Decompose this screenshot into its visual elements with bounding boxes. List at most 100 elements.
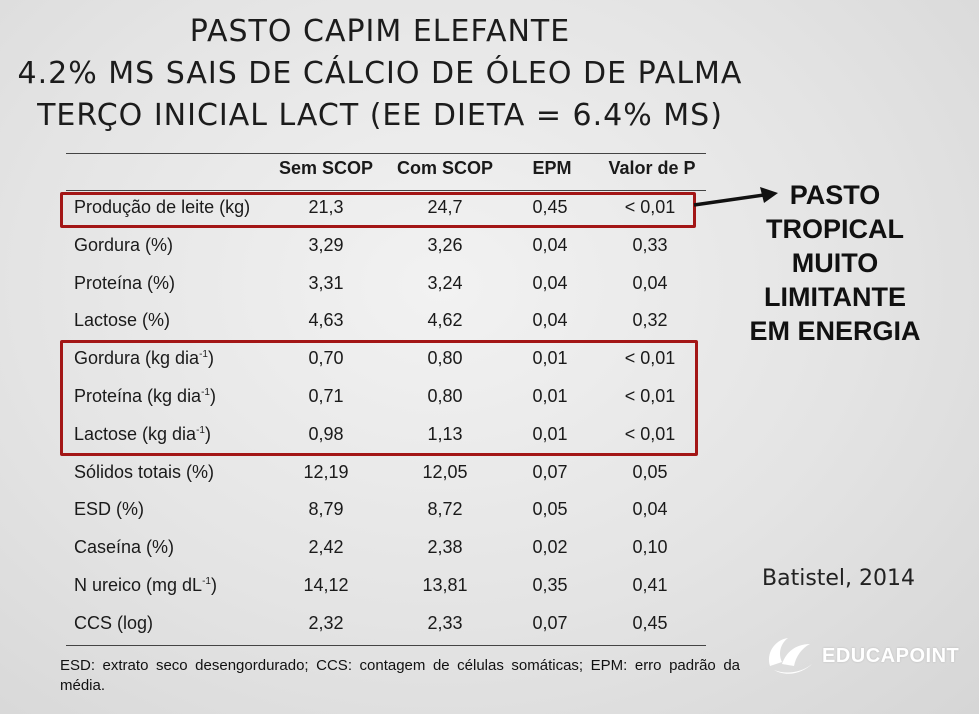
- citation: Batistel, 2014: [762, 566, 916, 591]
- cell-sem-scop: 2,32: [308, 612, 344, 633]
- row-label-superscript: -1: [199, 349, 208, 361]
- row-label: Gordura (kg dia-1): [74, 348, 214, 369]
- cell-sem-scop: 3,29: [308, 234, 344, 255]
- cell-sem-scop: 14,12: [303, 575, 349, 595]
- cell-epm: 0,04: [532, 272, 568, 293]
- cell-epm: 0,35: [532, 575, 568, 595]
- row-label-text: Proteína (%): [74, 272, 176, 293]
- cell-valor-p: 0,04: [632, 272, 668, 293]
- title-line-3: TERÇO INICIAL LACT (EE DIETA = 6.4% MS): [37, 98, 723, 133]
- annotation-line: PASTO: [789, 180, 881, 210]
- cell-valor-p: 0,04: [632, 499, 668, 520]
- row-label-suffix: ): [210, 575, 217, 595]
- cell-epm: 0,07: [532, 461, 568, 482]
- cell-com-scop: 3,26: [427, 234, 463, 255]
- cell-epm: 0,01: [532, 423, 568, 444]
- row-label: Proteína (kg dia-1): [74, 386, 216, 407]
- cell-sem-scop: 8,79: [308, 499, 344, 520]
- row-label-text: ESD (%): [74, 499, 145, 520]
- header-sem-scop: Sem SCOP: [278, 158, 374, 178]
- annotation-line: MUITO: [791, 248, 879, 278]
- cell-com-scop: 3,24: [427, 272, 463, 293]
- cell-valor-p: 0,45: [632, 612, 668, 633]
- footnote: ESD: extrato seco desengordurado; CCS: c…: [60, 657, 740, 694]
- row-label: Sólidos totais (%): [74, 462, 214, 483]
- title-line-1: PASTO CAPIM ELEFANTE: [189, 14, 571, 49]
- row-label-suffix: ): [204, 423, 211, 444]
- annotation-line: EM ENERGIA: [749, 316, 921, 346]
- row-label: Lactose (kg dia-1): [74, 424, 211, 445]
- cell-epm: 0,01: [532, 348, 568, 369]
- row-label-text: N ureico (mg dL: [74, 575, 203, 595]
- row-label-suffix: ): [209, 386, 216, 406]
- table-header-rule: [66, 190, 706, 191]
- cell-sem-scop: 2,42: [308, 537, 344, 558]
- cell-valor-p: < 0,01: [624, 197, 676, 217]
- header-epm: EPM: [532, 158, 572, 178]
- educapoint-logo: EDUCAPOINT: [764, 634, 959, 678]
- title-line-2: 4.2% MS SAIS DE CÁLCIO DE ÓLEO DE PALMA: [17, 56, 743, 91]
- cell-sem-scop: 4,63: [308, 310, 344, 331]
- cell-com-scop: 0,80: [427, 386, 463, 406]
- cell-com-scop: 8,72: [427, 499, 463, 520]
- cell-valor-p: < 0,01: [624, 386, 676, 406]
- row-label: CCS (log): [74, 613, 153, 634]
- cell-com-scop: 1,13: [427, 423, 463, 444]
- row-label: Lactose (%): [74, 310, 170, 331]
- cell-sem-scop: 0,70: [308, 348, 344, 369]
- highlight-box-milk-yield: [60, 192, 696, 228]
- row-label: ESD (%): [74, 499, 144, 520]
- cell-com-scop: 2,38: [427, 537, 463, 558]
- cell-com-scop: 12,05: [422, 461, 468, 482]
- cell-epm: 0,45: [532, 197, 568, 217]
- cell-sem-scop: 0,71: [308, 386, 344, 406]
- cell-com-scop: 0,80: [427, 348, 463, 369]
- cell-sem-scop: 12,19: [303, 461, 349, 482]
- row-label-text: Lactose (kg dia: [74, 423, 197, 444]
- row-label-text: Gordura (%): [74, 234, 174, 255]
- cell-com-scop: 24,7: [427, 197, 463, 217]
- annotation-note: PASTO TROPICAL MUITO LIMITANTE EM ENERGI…: [735, 178, 935, 348]
- cell-com-scop: 2,33: [427, 612, 463, 633]
- row-label-superscript: -1: [201, 387, 210, 398]
- header-valor-p: Valor de P: [608, 158, 696, 178]
- arrow-left-icon: [693, 187, 778, 207]
- row-label-text: Gordura (kg dia: [74, 348, 200, 369]
- table-bottom-rule: [66, 645, 706, 646]
- row-label-text: Produção de leite (kg): [74, 197, 251, 217]
- cell-sem-scop: 21,3: [308, 197, 344, 217]
- cell-com-scop: 13,81: [422, 575, 468, 595]
- cell-epm: 0,05: [532, 499, 568, 520]
- logo-text: EDUCAPOINT: [822, 644, 960, 667]
- row-label: Proteína (%): [74, 273, 175, 294]
- row-label-text: CCS (log): [74, 612, 154, 633]
- cell-epm: 0,07: [532, 612, 568, 633]
- row-label-text: Caseína (%): [74, 537, 175, 558]
- table-top-rule: [66, 153, 706, 154]
- row-label-superscript: -1: [202, 576, 211, 587]
- annotation-line: LIMITANTE: [764, 282, 906, 312]
- row-label: Produção de leite (kg): [74, 197, 250, 218]
- globe-logo-icon: [768, 638, 812, 674]
- cell-valor-p: 0,10: [632, 537, 668, 558]
- row-label: Caseína (%): [74, 537, 174, 558]
- cell-valor-p: 0,41: [632, 575, 668, 595]
- cell-sem-scop: 0,98: [308, 423, 344, 444]
- cell-epm: 0,04: [532, 234, 568, 255]
- cell-epm: 0,01: [532, 386, 568, 406]
- cell-valor-p: 0,33: [632, 234, 668, 255]
- annotation-line: TROPICAL: [766, 214, 904, 244]
- cell-valor-p: 0,32: [632, 310, 668, 331]
- cell-valor-p: < 0,01: [624, 423, 676, 444]
- highlight-box-kg-day: [60, 340, 698, 456]
- cell-sem-scop: 3,31: [308, 272, 344, 293]
- row-label-superscript: -1: [196, 424, 205, 436]
- cell-epm: 0,02: [532, 537, 568, 558]
- row-label-text: Proteína (kg dia: [74, 386, 202, 406]
- header-com-scop: Com SCOP: [396, 158, 493, 178]
- cell-valor-p: 0,05: [632, 461, 668, 482]
- cell-epm: 0,04: [532, 310, 568, 331]
- cell-com-scop: 4,62: [427, 310, 463, 331]
- row-label: N ureico (mg dL-1): [74, 575, 217, 596]
- row-label-suffix: ): [207, 348, 214, 369]
